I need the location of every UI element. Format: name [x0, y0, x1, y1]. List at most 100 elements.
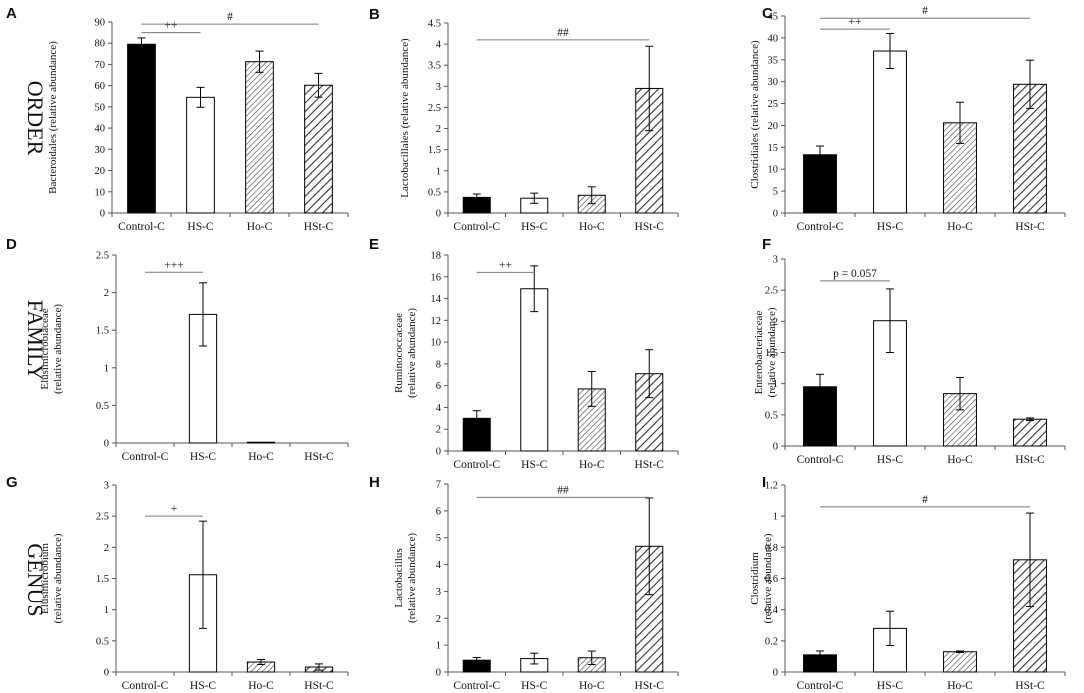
- y-tick-label: 0: [773, 668, 778, 679]
- y-tick-label: 0.8: [765, 543, 778, 554]
- bar-ho-c: [246, 441, 276, 444]
- category-label: Ho-C: [947, 454, 973, 466]
- y-tick-label: 4.5: [428, 19, 441, 30]
- panel-letter: I: [762, 474, 766, 491]
- y-tick-label: 0: [104, 668, 109, 679]
- y-axis-label: (relative abundance): [406, 533, 418, 623]
- y-tick-label: 0: [436, 209, 441, 220]
- y-tick-label: 1.5: [96, 574, 109, 585]
- category-label: Ho-C: [248, 451, 274, 463]
- y-tick-label: 16: [431, 272, 442, 283]
- y-tick-label: 0: [436, 668, 441, 679]
- y-tick-label: 6: [436, 506, 441, 517]
- y-tick-label: 10: [768, 165, 779, 176]
- y-tick-label: 2: [436, 425, 441, 436]
- y-axis-label: Enterobacteriaceae: [753, 311, 765, 395]
- panel-letter: H: [369, 474, 380, 491]
- y-tick-label: 45: [768, 12, 779, 23]
- significance-label: #: [227, 11, 233, 23]
- category-label: HSt-C: [304, 221, 334, 233]
- y-tick-label: 0.6: [765, 574, 778, 585]
- y-tick-label: 20: [768, 121, 779, 132]
- category-label: HS-C: [187, 221, 214, 233]
- y-tick-label: 5: [773, 187, 778, 198]
- y-tick-label: 3.5: [428, 61, 441, 72]
- y-tick-label: 40: [768, 33, 779, 44]
- panel-letter: D: [6, 236, 17, 253]
- y-tick-label: 15: [768, 143, 779, 154]
- category-label: HSt-C: [635, 459, 665, 471]
- y-tick-label: 1: [436, 166, 441, 177]
- category-label: HS-C: [521, 221, 548, 233]
- y-axis-label: (relative abundance): [52, 304, 64, 394]
- y-tick-label: 0: [104, 439, 109, 450]
- y-tick-label: 2: [436, 614, 441, 625]
- y-tick-label: 5: [436, 533, 441, 544]
- y-tick-label: 2: [773, 317, 778, 328]
- y-tick-label: 2: [104, 543, 109, 554]
- y-tick-label: 0: [773, 209, 778, 220]
- y-tick-label: 3: [104, 481, 109, 492]
- y-tick-label: 0: [100, 209, 105, 220]
- bar-hst-c: [1013, 418, 1047, 447]
- chart-panel-b: B 0 0.5 1 1.5 2 2.5 3 3.5 4 4.5 Lactobacillales (re…: [369, 6, 679, 233]
- panel-letter: A: [6, 5, 17, 22]
- significance-label: #: [922, 5, 928, 17]
- y-tick-label: 18: [431, 251, 442, 262]
- chart-panel-i: I 0 0.2 0.4 0.6 0.8 1 1.2 Clostridium (relative a…: [749, 474, 1066, 692]
- chart-panel-f: F 0 0.5 1 1.5 2 2.5 3 Enterobacteriaceae (relativ…: [753, 236, 1066, 466]
- chart-panel-h: H 0 1 2 3 4 5 6 7 Lactobacillus (relative abundanc…: [369, 474, 679, 692]
- y-tick-label: 3: [436, 587, 441, 598]
- y-tick-label: 1.5: [428, 145, 441, 156]
- y-tick-label: 0.5: [428, 187, 441, 198]
- significance-label: ++: [849, 16, 862, 28]
- y-tick-label: 25: [768, 99, 779, 110]
- y-tick-label: 30: [95, 145, 106, 156]
- bar-hs-c: [186, 96, 215, 214]
- category-label: Ho-C: [579, 680, 605, 692]
- bar-ho-c: [245, 61, 274, 214]
- y-tick-label: 14: [431, 294, 442, 305]
- significance-label: +++: [164, 259, 183, 271]
- category-label: HS-C: [877, 454, 904, 466]
- y-tick-label: 90: [95, 18, 106, 29]
- bar-hst-c: [304, 84, 333, 214]
- y-axis-label: Bacteroidales (relative abundance): [47, 41, 59, 194]
- y-tick-label: 8: [436, 359, 441, 370]
- y-tick-label: 2.5: [96, 512, 109, 523]
- category-label: HSt-C: [304, 451, 334, 463]
- bar-control-c: [127, 43, 156, 214]
- y-axis-label: (relative abundance): [52, 533, 64, 623]
- y-tick-label: 12: [431, 316, 442, 327]
- row-label-genus: GENUS: [23, 543, 48, 616]
- y-axis-label: Lactobacillus: [393, 548, 405, 607]
- category-label: HSt-C: [1015, 680, 1045, 692]
- significance-label: #: [922, 494, 928, 506]
- significance-label: ##: [557, 484, 569, 496]
- y-tick-label: 2.5: [428, 103, 441, 114]
- y-axis-label: (relative abundance): [762, 533, 774, 623]
- y-tick-label: 0: [436, 447, 441, 458]
- y-tick-label: 10: [95, 187, 106, 198]
- panel-letter: G: [6, 474, 18, 491]
- category-label: HSt-C: [1015, 454, 1045, 466]
- y-tick-label: 50: [95, 102, 106, 113]
- category-label: Ho-C: [579, 459, 605, 471]
- category-label: Control-C: [122, 451, 169, 463]
- y-tick-label: 0.5: [96, 636, 109, 647]
- y-tick-label: 35: [768, 55, 779, 66]
- y-tick-label: 2: [104, 288, 109, 299]
- y-axis-label: (relative abundance): [406, 308, 418, 398]
- y-tick-label: 2: [436, 124, 441, 135]
- row-label-order: ORDER: [23, 81, 48, 156]
- category-label: Ho-C: [947, 680, 973, 692]
- category-label: Ho-C: [947, 221, 973, 233]
- y-tick-label: 0.5: [96, 401, 109, 412]
- y-tick-label: 30: [768, 77, 779, 88]
- category-label: Control-C: [797, 680, 844, 692]
- y-tick-label: 1.5: [96, 326, 109, 337]
- y-tick-label: 40: [95, 124, 106, 135]
- y-tick-label: 20: [95, 166, 106, 177]
- y-axis-label: Ruminococcaceae: [393, 313, 405, 393]
